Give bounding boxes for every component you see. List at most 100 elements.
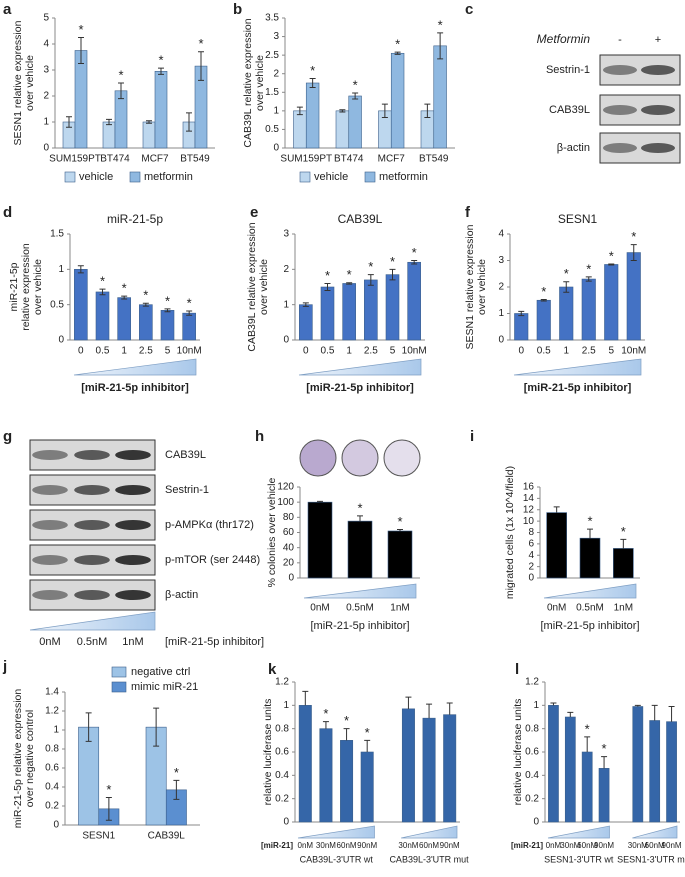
- bar: [139, 304, 153, 341]
- x-tick-label: 30nM: [398, 841, 418, 850]
- y-tick-label: 0: [533, 817, 539, 828]
- legend-label: metformin: [379, 171, 428, 183]
- blot-band: [115, 520, 151, 530]
- error-bar: [437, 32, 444, 60]
- bar: [564, 716, 576, 823]
- gradient-triangle: [297, 825, 375, 839]
- x-tick-label: SUM159PT: [280, 154, 332, 165]
- error-bar: [426, 703, 433, 719]
- blot-row-label: CAB39L: [165, 449, 206, 461]
- panel-label: k: [268, 661, 277, 678]
- bar: [335, 110, 350, 149]
- gradient-triangle: [298, 358, 422, 376]
- significance-mark: *: [353, 77, 358, 92]
- significance-mark: *: [347, 267, 352, 282]
- error-bar: [77, 265, 84, 274]
- blot-band: [74, 590, 110, 600]
- error-bar: [446, 702, 453, 715]
- x-tick-label: 0: [78, 346, 84, 357]
- bar: [559, 286, 574, 341]
- x-tick-label: 10nM: [177, 346, 202, 357]
- x-tick-label: 0.5nM: [346, 603, 374, 614]
- y-tick-label: 1: [43, 117, 49, 128]
- x-tick-label: 60nM: [645, 841, 665, 850]
- error-bar: [142, 302, 149, 307]
- y-tick-label: 1: [283, 299, 289, 310]
- significance-mark: *: [323, 706, 328, 721]
- x-tick-label: 0: [518, 346, 524, 357]
- significance-mark: *: [365, 725, 370, 740]
- bar: [581, 278, 596, 341]
- bar: [632, 706, 644, 823]
- significance-mark: *: [564, 266, 569, 281]
- error-bar: [324, 282, 331, 292]
- error-bar: [352, 92, 359, 100]
- x-tick-label: 1nM: [614, 603, 633, 614]
- y-tick-label: 3: [273, 31, 279, 42]
- panel-label: j: [2, 658, 7, 675]
- blot-band: [115, 485, 151, 495]
- bar: [387, 530, 413, 579]
- y-tick-label: 2.5: [265, 50, 279, 61]
- y-tick-label: 0: [288, 573, 294, 584]
- y-tick-label: 1.2: [525, 677, 539, 688]
- blot-band: [115, 450, 151, 460]
- blot-band: [32, 450, 68, 460]
- panel-label: a: [3, 1, 12, 18]
- blot-row-label: p-AMPKα (thr172): [165, 519, 254, 531]
- x-tick-label: SESN1: [82, 831, 115, 842]
- y-tick-label: 0.6: [275, 747, 289, 758]
- y-tick-label: 0.6: [525, 747, 539, 758]
- y-axis-label: migrated cells (1x 10^4/field): [504, 466, 516, 599]
- lane-label: +: [655, 34, 661, 46]
- bar: [390, 52, 405, 149]
- y-tick-label: 0.2: [525, 793, 539, 804]
- blot-band: [32, 485, 68, 495]
- y-tick-label: 1: [58, 264, 64, 275]
- blot-band: [32, 590, 68, 600]
- x-axis-label: [miR-21-5p inhibitor]: [306, 382, 414, 394]
- error-bar: [364, 739, 371, 752]
- significance-mark: *: [78, 22, 83, 37]
- significance-mark: *: [357, 500, 362, 515]
- chart-title: SESN1: [558, 212, 598, 226]
- blot-band: [115, 590, 151, 600]
- legend-swatch: [364, 171, 376, 183]
- error-bar: [397, 528, 403, 531]
- x-tick-label: 2.5: [139, 346, 153, 357]
- bar: [319, 728, 333, 823]
- colony-images: [299, 439, 421, 477]
- significance-mark: *: [122, 281, 127, 296]
- y-tick-label: 2: [273, 68, 279, 79]
- y-tick-label: 0: [528, 573, 534, 584]
- chart-title: CAB39L: [338, 212, 383, 226]
- x-tick-label: 0: [303, 346, 309, 357]
- y-tick-label: 120: [277, 482, 294, 493]
- y-axis-label: SESN1 relative expression: [464, 224, 476, 349]
- x-tick-label: 2.5: [364, 346, 378, 357]
- y-tick-label: 3: [498, 255, 504, 266]
- y-tick-label: 8: [528, 527, 534, 538]
- blot-row-label: β-actin: [557, 142, 590, 154]
- y-tick-label: 0: [498, 335, 504, 346]
- bar: [604, 264, 619, 341]
- error-bar: [78, 37, 84, 64]
- x-tick-label: 90nM: [357, 841, 377, 850]
- y-tick-label: 1.2: [275, 677, 289, 688]
- error-bar: [584, 736, 591, 752]
- y-tick-label: 2: [283, 264, 289, 275]
- bar: [95, 291, 110, 341]
- significance-mark: *: [397, 514, 402, 529]
- y-tick-label: 1: [498, 308, 504, 319]
- x-tick-label: 30nM: [316, 841, 336, 850]
- legend-label: negative ctrl: [131, 666, 190, 678]
- x-tick-label: 0.5nM: [576, 603, 604, 614]
- blot-band: [32, 520, 68, 530]
- bar: [598, 768, 610, 823]
- bar: [666, 721, 677, 823]
- x-tick-label: 5: [165, 346, 171, 357]
- bar: [347, 520, 373, 579]
- significance-mark: *: [100, 274, 105, 289]
- x-tick-label: 0nM: [547, 603, 566, 614]
- significance-mark: *: [325, 268, 330, 283]
